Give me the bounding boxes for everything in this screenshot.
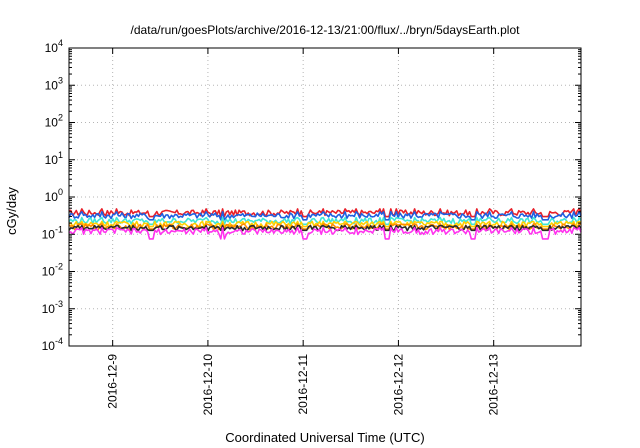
y-tick-label: 10-2 — [42, 262, 63, 279]
y-tick-label: 100 — [45, 187, 63, 204]
y-tick-label: 101 — [45, 150, 63, 167]
x-tick-label: 2016-12-12 — [391, 354, 405, 416]
y-tick-label: 103 — [45, 75, 63, 92]
chart-title: /data/run/goesPlots/archive/2016-12-13/2… — [131, 23, 521, 37]
y-tick-label: 102 — [45, 113, 63, 130]
x-tick-label: 2016-12-9 — [106, 354, 120, 409]
y-axis-label: cGy/day — [4, 187, 19, 235]
y-axis: 10-4 10-3 10-2 10-1 100 101 102 103 104 — [42, 38, 581, 353]
series-line — [68, 208, 582, 218]
x-tick-label: 2016-12-13 — [487, 354, 501, 416]
grid — [69, 48, 581, 346]
x-axis-label: Coordinated Universal Time (UTC) — [225, 430, 424, 445]
series-line — [68, 226, 582, 240]
x-axis: 2016-12-9 2016-12-10 2016-12-11 2016-12-12 2… — [106, 48, 501, 415]
y-tick-label: 10-4 — [42, 336, 63, 353]
y-tick-label: 104 — [45, 38, 63, 55]
x-tick-label: 2016-12-10 — [201, 354, 215, 416]
series-line — [68, 220, 582, 228]
series-line — [68, 224, 582, 232]
x-tick-label: 2016-12-11 — [296, 354, 310, 415]
y-tick-label: 10-3 — [42, 299, 63, 316]
series-layer — [68, 208, 582, 240]
series-line — [68, 211, 582, 221]
y-tick-label: 10-1 — [42, 224, 63, 241]
